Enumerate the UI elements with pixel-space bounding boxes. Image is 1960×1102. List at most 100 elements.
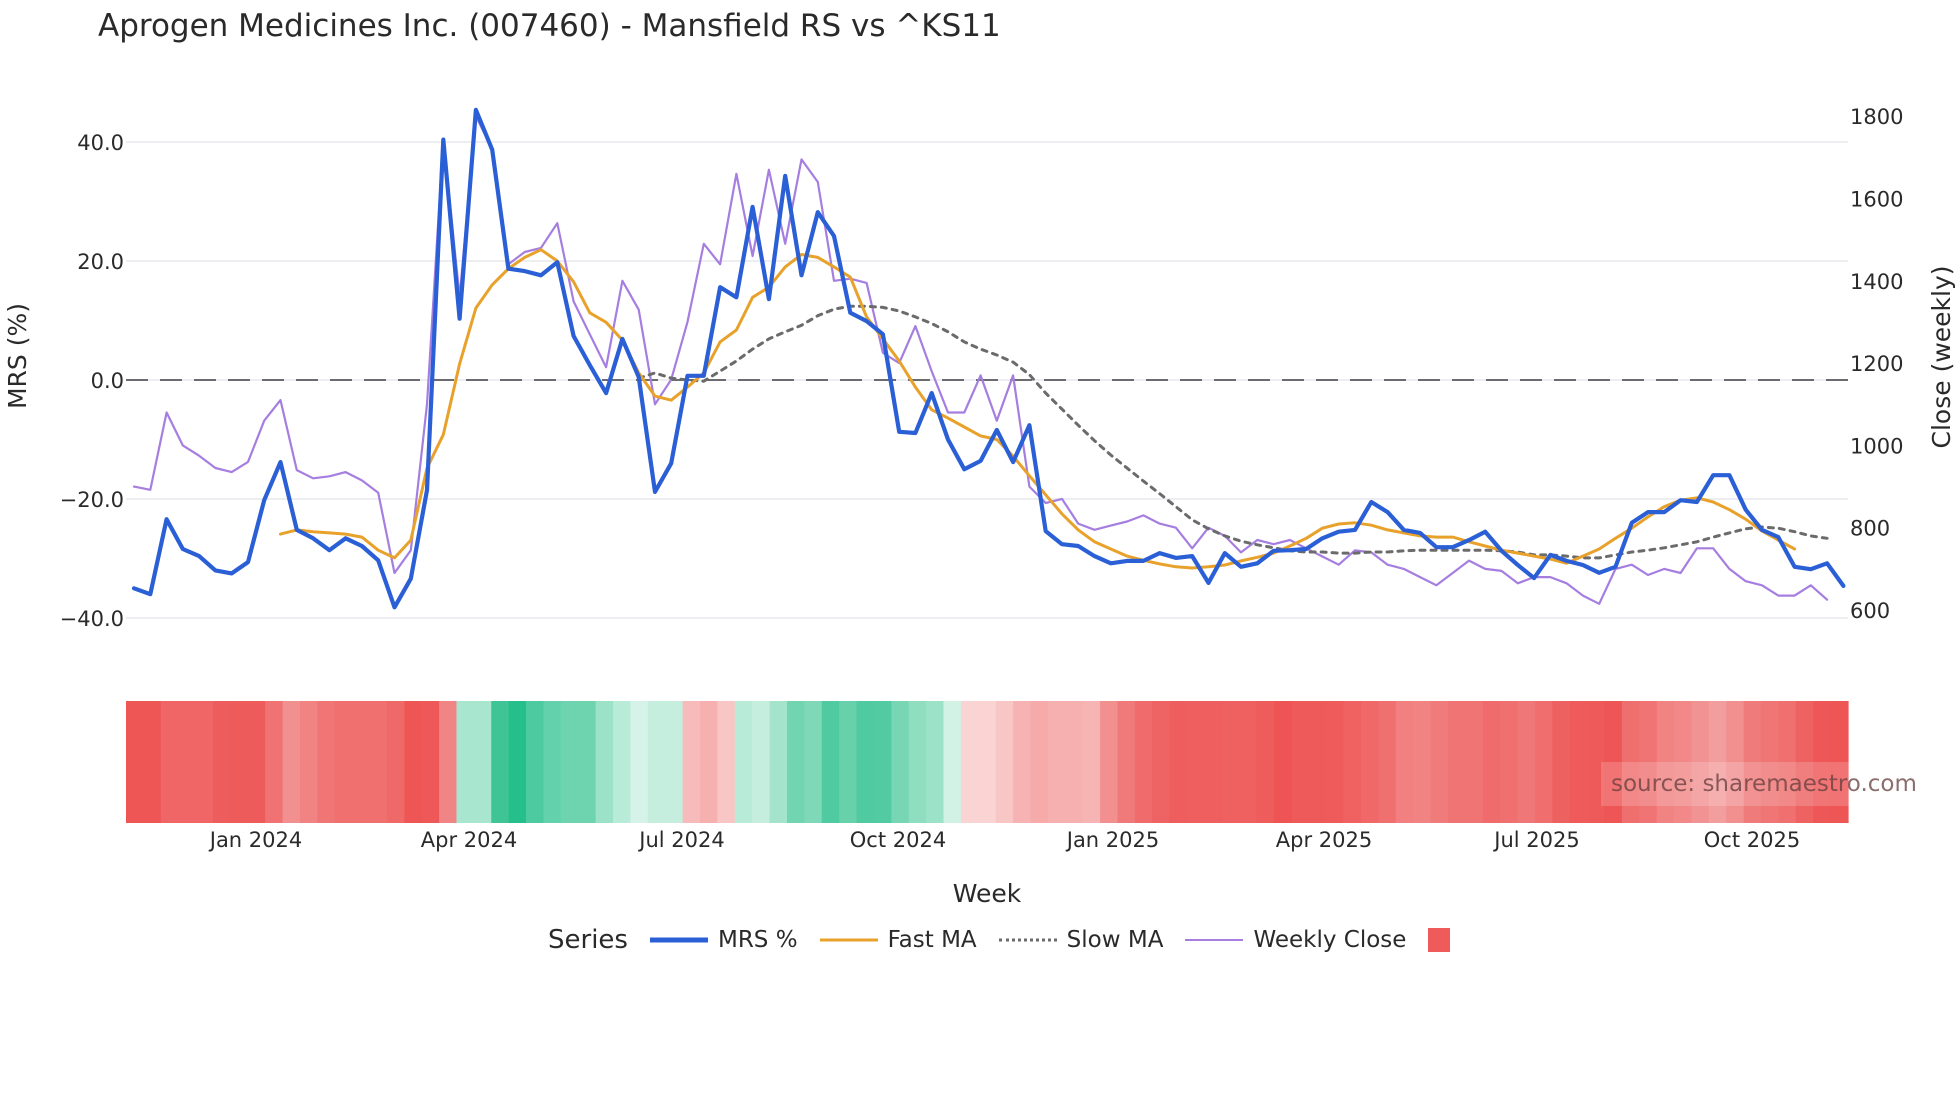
heatmap-cell xyxy=(1082,701,1101,823)
x-tick-label: Jan 2024 xyxy=(208,828,303,852)
fast-ma-line xyxy=(279,248,1797,570)
heatmap-cell xyxy=(1656,701,1675,823)
heatmap-swatch-icon xyxy=(1428,928,1451,952)
left-tick-label: −40.0 xyxy=(60,607,124,631)
heatmap-cell xyxy=(1256,701,1275,823)
fast-ma-line-swatch-icon xyxy=(819,930,878,950)
right-tick-label: 1800 xyxy=(1850,105,1903,129)
source-watermark: source: sharemaestro.com xyxy=(1601,762,1917,806)
heatmap-cell xyxy=(282,701,301,823)
heatmap-cell xyxy=(1291,701,1310,823)
heatmap-cell xyxy=(908,701,927,823)
legend-item-mrs[interactable]: MRS % xyxy=(649,927,798,953)
heatmap-cell xyxy=(508,701,527,823)
right-tick-label: 1600 xyxy=(1850,188,1903,212)
heatmap-cell xyxy=(1708,701,1727,823)
heatmap-cell xyxy=(212,701,231,823)
heatmap-cell xyxy=(926,701,945,823)
right-tick-label: 1200 xyxy=(1850,352,1903,376)
heatmap-cell xyxy=(1621,701,1640,823)
heatmap-cell xyxy=(595,701,614,823)
weekly-close-line-swatch-icon xyxy=(1185,930,1244,950)
slow-ma-line xyxy=(637,304,1829,560)
legend-item-weekly-close[interactable]: Weekly Close xyxy=(1185,927,1406,953)
heatmap-cell xyxy=(891,701,910,823)
heatmap-cell xyxy=(1134,701,1153,823)
heatmap-cell xyxy=(1813,701,1832,823)
heatmap-cell xyxy=(613,701,632,823)
heatmap-cell xyxy=(1326,701,1345,823)
heatmap-cell xyxy=(543,701,562,823)
legend-item-slow-ma[interactable]: Slow MA xyxy=(998,927,1163,953)
x-tick-label: Apr 2025 xyxy=(1276,828,1372,852)
heatmap-cell xyxy=(160,701,179,823)
heatmap-cell xyxy=(700,701,718,823)
x-tick-label: Jul 2025 xyxy=(1492,828,1579,852)
left-axis-title: MRS (%) xyxy=(3,303,32,409)
heatmap-cell xyxy=(126,701,144,823)
heatmap-cell xyxy=(1360,701,1379,823)
heatmap-cell xyxy=(1378,701,1397,823)
heatmap-cell xyxy=(1047,701,1066,823)
heatmap-cell xyxy=(804,701,823,823)
heatmap-cell xyxy=(1691,701,1710,823)
left-tick-label: −20.0 xyxy=(60,488,124,512)
legend-item-fast-ma[interactable]: Fast MA xyxy=(819,927,977,953)
right-tick-label: 600 xyxy=(1850,599,1890,623)
heatmap-cell xyxy=(682,701,701,823)
heatmap-cell xyxy=(1308,701,1327,823)
x-axis-title: Week xyxy=(953,879,1022,908)
right-tick-label: 1000 xyxy=(1850,434,1903,458)
chart-title: Aprogen Medicines Inc. (007460) - Mansfi… xyxy=(98,8,1001,44)
mrs-line xyxy=(131,107,1846,610)
x-axis-ticks: Jan 2024 Apr 2024 Jul 2024 Oct 2024 Jan 2025… xyxy=(208,828,1800,852)
left-tick-label: 20.0 xyxy=(77,250,124,274)
heatmap-cell xyxy=(1169,701,1188,823)
heatmap-cell xyxy=(578,701,597,823)
heatmap-cell xyxy=(1100,701,1119,823)
slow-ma-line-swatch-icon xyxy=(998,930,1057,950)
right-axis-title: Close (weekly) xyxy=(1927,266,1956,449)
heatmap-cell xyxy=(1274,701,1292,823)
heatmap-cell xyxy=(856,701,875,823)
heatmap-cell xyxy=(265,701,284,823)
heatmap-cell xyxy=(786,701,805,823)
heatmap-cell xyxy=(1778,701,1797,823)
x-tick-label: Jan 2025 xyxy=(1065,828,1160,852)
heatmap-cell xyxy=(230,701,249,823)
legend-title: Series xyxy=(548,925,628,955)
heatmap-cell xyxy=(1204,701,1223,823)
heatmap-cell xyxy=(839,701,858,823)
heatmap-cell xyxy=(491,701,510,823)
plot-series xyxy=(131,107,1846,610)
heatmap-cell xyxy=(1395,701,1414,823)
heatmap-cell xyxy=(1517,701,1536,823)
left-axis-ticks: 40.0 20.0 0.0 −20.0 −40.0 xyxy=(60,131,124,631)
heatmap-cell xyxy=(143,701,162,823)
heatmap-cell xyxy=(1500,701,1519,823)
heatmap-cell xyxy=(526,701,545,823)
heatmap-cell xyxy=(1726,701,1745,823)
heatmap-cell xyxy=(978,701,997,823)
heatmap-cell xyxy=(1065,701,1084,823)
heatmap-cell xyxy=(1604,701,1623,823)
heatmap-cell xyxy=(1761,701,1780,823)
heatmap-cell xyxy=(1030,701,1049,823)
heatmap-cell xyxy=(560,701,579,823)
right-tick-label: 1400 xyxy=(1850,270,1903,294)
weekly-close-line xyxy=(132,115,1829,605)
heatmap-cell xyxy=(1447,701,1466,823)
heatmap-cell xyxy=(1187,701,1206,823)
legend-item-heatmap[interactable] xyxy=(1428,928,1451,952)
heatmap-cell xyxy=(960,701,979,823)
heatmap-cell xyxy=(334,701,353,823)
heatmap-cell xyxy=(1152,701,1171,823)
heatmap-cell xyxy=(1482,701,1501,823)
heatmap-cell xyxy=(1413,701,1432,823)
heatmap-cell xyxy=(1239,701,1258,823)
heatmap-cell xyxy=(1674,701,1693,823)
heatmap-cell xyxy=(1465,701,1484,823)
heatmap-cell xyxy=(1639,701,1658,823)
heatmap-cell xyxy=(647,701,666,823)
heatmap-cell xyxy=(630,701,649,823)
